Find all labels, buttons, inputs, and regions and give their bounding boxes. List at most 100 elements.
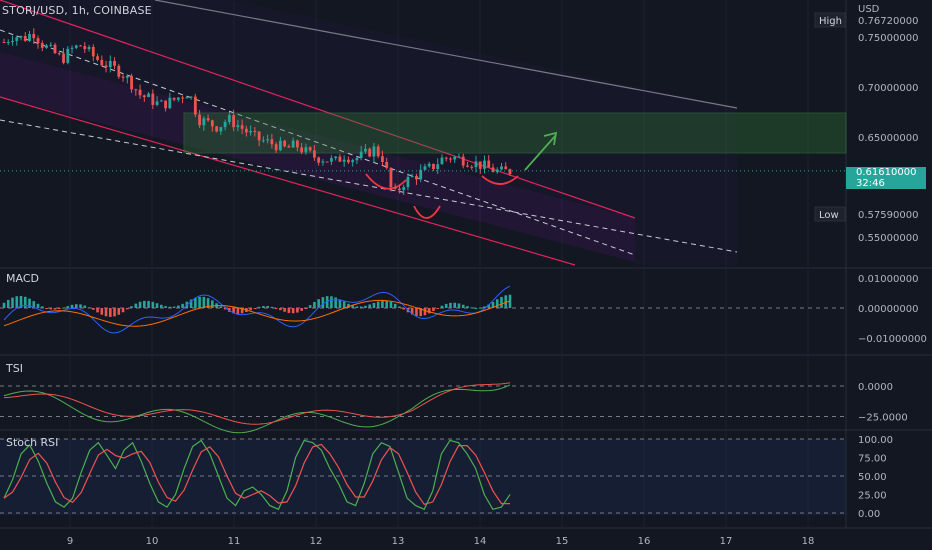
symbol-title[interactable]: STORJ/USD, 1h, COINBASE xyxy=(2,4,152,17)
time-tick-label: 16 xyxy=(638,536,651,547)
candle-body xyxy=(495,169,499,173)
time-tick-label: 11 xyxy=(228,536,241,547)
macd-histogram-bar xyxy=(338,299,342,308)
candle-body xyxy=(185,97,189,99)
macd-histogram-bar xyxy=(283,308,286,312)
candle-body xyxy=(508,169,512,175)
candle-body xyxy=(121,76,125,78)
candle-body xyxy=(457,156,461,158)
candle-body xyxy=(295,140,299,148)
macd-histogram-bar xyxy=(321,297,325,308)
candle-body xyxy=(227,115,231,122)
macd-histogram-bar xyxy=(372,302,376,308)
candle-body xyxy=(406,177,410,188)
candle-body xyxy=(11,40,14,43)
macd-histogram-bar xyxy=(249,308,252,311)
macd-histogram-bar xyxy=(19,295,23,308)
macd-histogram-bar xyxy=(402,308,405,310)
macd-histogram-bar xyxy=(487,304,491,308)
macd-histogram-bar xyxy=(449,302,452,308)
time-tick-label: 12 xyxy=(310,536,323,547)
macd-histogram-bar xyxy=(495,299,499,308)
last-price-tag: 0.61610000 32:46 xyxy=(846,167,926,189)
macd-histogram-bar xyxy=(2,302,6,308)
macd-histogram-bar xyxy=(211,300,214,308)
macd-histogram-bar xyxy=(104,308,108,317)
macd-histogram-bar xyxy=(6,299,10,308)
candle-body xyxy=(491,167,495,173)
macd-histogram-bar xyxy=(266,306,269,308)
price-tick-label: 0.75000000 xyxy=(858,33,918,44)
candle-body xyxy=(321,161,325,163)
candle-body xyxy=(83,46,87,50)
time-tick-label: 10 xyxy=(146,536,159,547)
macd-histogram-bar xyxy=(91,308,95,310)
macd-histogram-bar xyxy=(342,301,346,308)
candle-body xyxy=(504,166,508,170)
macd-histogram-bar xyxy=(364,305,367,308)
macd-histogram-bar xyxy=(410,308,414,315)
macd-histogram-bar xyxy=(70,304,74,308)
candle-body xyxy=(440,157,444,165)
channel-fill xyxy=(0,52,635,262)
candle-body xyxy=(138,89,142,96)
candle-body xyxy=(330,158,333,162)
candle-body xyxy=(164,100,167,109)
candle-body xyxy=(351,160,355,163)
candle-body xyxy=(500,166,503,170)
candle-body xyxy=(364,148,367,152)
macd-histogram-bar xyxy=(491,301,495,308)
macd-histogram-bar xyxy=(257,306,261,308)
candle-body xyxy=(287,146,291,148)
macd-title[interactable]: MACD xyxy=(6,272,39,285)
candle-body xyxy=(415,175,418,180)
candle-body xyxy=(359,151,363,159)
candle-body xyxy=(278,140,282,151)
candle-body xyxy=(202,118,206,126)
macd-histogram-bar xyxy=(398,306,401,308)
macd-histogram-bar xyxy=(376,301,380,308)
candle-body xyxy=(347,159,350,163)
candle-body xyxy=(372,146,376,157)
candle-body xyxy=(189,96,193,98)
macd-histogram-bar xyxy=(223,308,227,310)
bar-countdown: 32:46 xyxy=(856,178,885,189)
trend-dashed-line xyxy=(0,119,738,253)
macd-histogram-bar xyxy=(393,303,397,308)
candle-body xyxy=(317,157,321,163)
candle-body xyxy=(381,156,384,162)
macd-histogram-bar xyxy=(253,308,257,309)
macd-histogram-bar xyxy=(194,297,197,308)
candle-body xyxy=(274,144,278,151)
candle-body xyxy=(100,59,104,66)
tsi-title[interactable]: TSI xyxy=(6,362,23,375)
price-tick-label: 0.55000000 xyxy=(858,233,918,244)
candle-body xyxy=(266,139,270,141)
candle-body xyxy=(313,150,316,158)
macd-histogram-bar xyxy=(74,304,78,308)
time-tick-label: 13 xyxy=(392,536,405,547)
macd-histogram-bar xyxy=(189,299,193,308)
candle-body xyxy=(193,96,197,115)
candle-body xyxy=(181,97,184,99)
candle-body xyxy=(398,188,401,191)
candle-body xyxy=(151,93,155,105)
macd-histogram-bar xyxy=(334,297,337,308)
candle-body xyxy=(474,161,478,168)
candle-body xyxy=(23,36,27,41)
stoch-tick-label: 25.00 xyxy=(858,491,887,502)
macd-histogram-bar xyxy=(87,307,91,309)
candle-body xyxy=(223,121,227,128)
macd-histogram-bar xyxy=(313,301,316,308)
time-tick-label: 15 xyxy=(556,536,569,547)
macd-histogram-bar xyxy=(113,308,116,317)
stoch-rsi-title[interactable]: Stoch RSI xyxy=(6,436,59,449)
macd-histogram-bar xyxy=(368,304,371,308)
candle-body xyxy=(142,95,146,98)
candle-body xyxy=(147,93,150,98)
candle-body xyxy=(249,130,253,133)
macd-histogram-bar xyxy=(296,308,299,313)
candle-body xyxy=(244,128,248,133)
candle-body xyxy=(368,148,372,157)
